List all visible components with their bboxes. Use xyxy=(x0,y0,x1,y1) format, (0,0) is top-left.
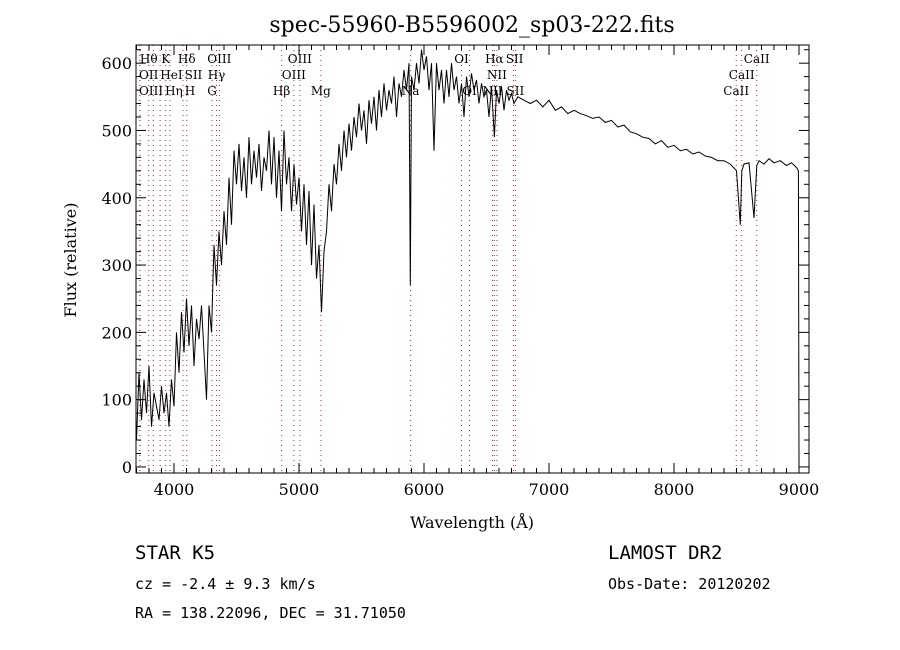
y-tick-label: 300 xyxy=(101,256,132,275)
spectral-line-label: OIII xyxy=(282,68,306,82)
chart-title: spec-55960-B5596002_sp03-222.fits xyxy=(269,13,674,38)
spectral-line-label: CaII xyxy=(729,68,755,82)
x-tick-label: 4000 xyxy=(154,480,195,499)
y-tick-label: 0 xyxy=(122,458,132,477)
y-axis-label: Flux (relative) xyxy=(61,203,80,318)
spectral-line-label: OII xyxy=(139,68,159,82)
spectral-line-label: Hγ xyxy=(208,68,226,82)
spectral-line-label: Na xyxy=(402,84,420,98)
spectrum-chart: spec-55960-B5596002_sp03-222.fits Wavele… xyxy=(61,13,820,532)
spectral-line-label: SII xyxy=(507,84,525,98)
y-tick-label: 200 xyxy=(101,323,132,342)
spectral-line-label: H xyxy=(185,84,195,98)
x-tick-label: 6000 xyxy=(404,480,445,499)
spectrum-line xyxy=(136,49,800,464)
spectral-line-label: Hη xyxy=(165,84,183,98)
y-tick-label: 400 xyxy=(101,189,132,208)
object-class: STAR K5 xyxy=(135,542,216,564)
spectral-line-label: Mg xyxy=(311,84,331,98)
spectral-line-label: Hα xyxy=(485,52,504,66)
x-tick-label: 8000 xyxy=(654,480,695,499)
x-tick-label: 7000 xyxy=(529,480,570,499)
coordinates: RA = 138.22096, DEC = 31.71050 xyxy=(135,604,406,622)
spectral-line-label: CaII xyxy=(723,84,749,98)
spectral-line-label: SII xyxy=(185,68,203,82)
spectral-line-label: SII xyxy=(506,52,524,66)
spectral-line-label: Hβ xyxy=(273,84,290,98)
y-tick-label: 600 xyxy=(101,54,132,73)
x-axis-label: Wavelength (Å) xyxy=(410,512,534,532)
spectral-line-label: OIII xyxy=(207,52,231,66)
x-tick-label: 5000 xyxy=(279,480,320,499)
redshift-cz: cz = -2.4 ± 9.3 km/s xyxy=(135,575,316,593)
spectral-line-label: OI xyxy=(454,52,469,66)
y-tick-label: 100 xyxy=(101,391,132,410)
y-tick-label: 500 xyxy=(101,121,132,140)
x-tick-label: 9000 xyxy=(779,480,820,499)
spectral-line-label: NII xyxy=(487,68,507,82)
plot-frame xyxy=(135,44,810,474)
spectral-line-label: OIII xyxy=(139,84,163,98)
spectral-line-label: CaII xyxy=(744,52,770,66)
spectral-line-label: G xyxy=(207,84,217,98)
spectral-line-label: K xyxy=(161,52,171,66)
spectral-line-label: Hδ xyxy=(178,52,196,66)
spectral-line-label: OIII xyxy=(288,52,312,66)
survey-name: LAMOST DR2 xyxy=(608,542,723,564)
obs-date: Obs-Date: 20120202 xyxy=(608,575,771,593)
spectral-line-label: Hθ xyxy=(140,52,158,66)
spectral-line-label: HeI xyxy=(160,68,183,82)
